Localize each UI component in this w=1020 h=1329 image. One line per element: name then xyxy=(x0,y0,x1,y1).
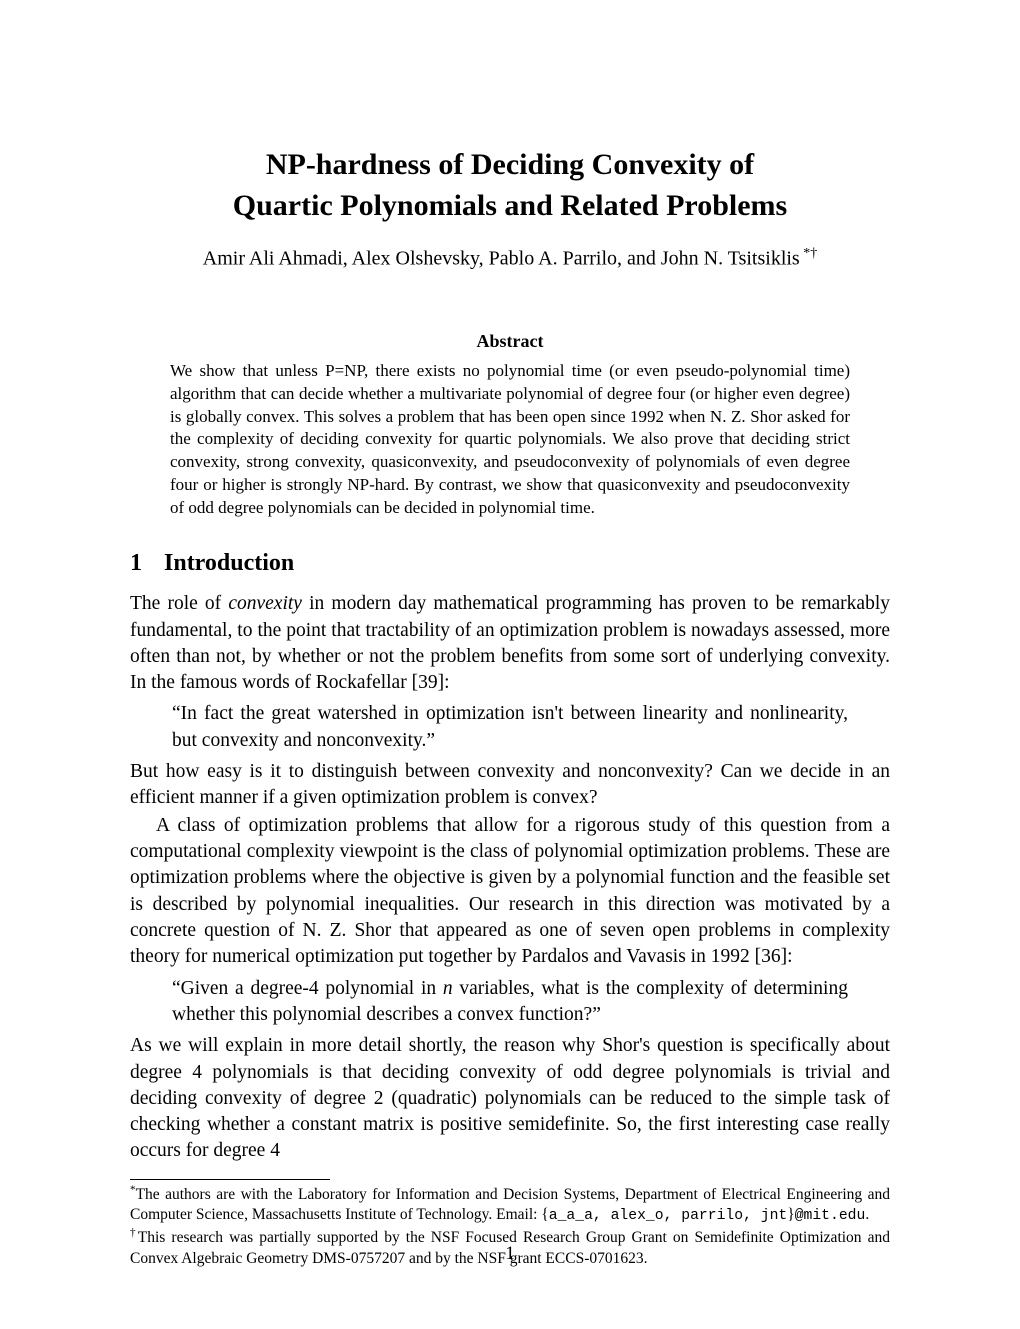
intro-para-3: A class of optimization problems that al… xyxy=(130,813,890,971)
intro-para-2: But how easy is it to distinguish betwee… xyxy=(130,759,890,812)
para1-part-b: convexity xyxy=(228,593,302,614)
title-line-1: NP-hardness of Deciding Convexity of xyxy=(266,148,754,181)
footnote-1: *The authors are with the Laboratory for… xyxy=(130,1183,890,1226)
intro-para-4: As we will explain in more detail shortl… xyxy=(130,1033,890,1165)
authors-line: Amir Ali Ahmadi, Alex Olshevsky, Pablo A… xyxy=(130,246,890,271)
footnote-1-domain: @mit.edu xyxy=(795,1208,866,1224)
footnote-rule xyxy=(130,1179,330,1180)
paper-title: NP-hardness of Deciding Convexity of Qua… xyxy=(130,145,890,226)
footnote-2-mark: † xyxy=(130,1227,138,1239)
page-number: 1 xyxy=(0,1243,1020,1265)
quote2-part-a: “Given a degree-4 polynomial in xyxy=(172,978,443,999)
para1-part-a: The role of xyxy=(130,593,228,614)
footnote-1-closebrace: } xyxy=(787,1206,794,1223)
authors-names: Amir Ali Ahmadi, Alex Olshevsky, Pablo A… xyxy=(203,248,800,270)
footnote-1-period: . xyxy=(865,1206,869,1223)
author-footnote-marks: *† xyxy=(800,246,818,261)
abstract-text: We show that unless P=NP, there exists n… xyxy=(170,360,850,521)
footnote-1-emails: a_a_a, alex_o, parrilo, jnt xyxy=(549,1208,787,1224)
section-title: Introduction xyxy=(164,550,294,576)
page-container: NP-hardness of Deciding Convexity of Qua… xyxy=(0,0,1020,1329)
shor-quote: “Given a degree-4 polynomial in n variab… xyxy=(172,976,848,1029)
rockafellar-quote: “In fact the great watershed in optimiza… xyxy=(172,701,848,754)
title-line-2: Quartic Polynomials and Related Problems xyxy=(233,189,787,222)
section-heading-1: 1 Introduction xyxy=(130,550,890,577)
abstract-heading: Abstract xyxy=(130,331,890,352)
section-number: 1 xyxy=(130,550,142,576)
intro-para-1: The role of convexity in modern day math… xyxy=(130,591,890,696)
quote2-var-n: n xyxy=(443,978,453,999)
